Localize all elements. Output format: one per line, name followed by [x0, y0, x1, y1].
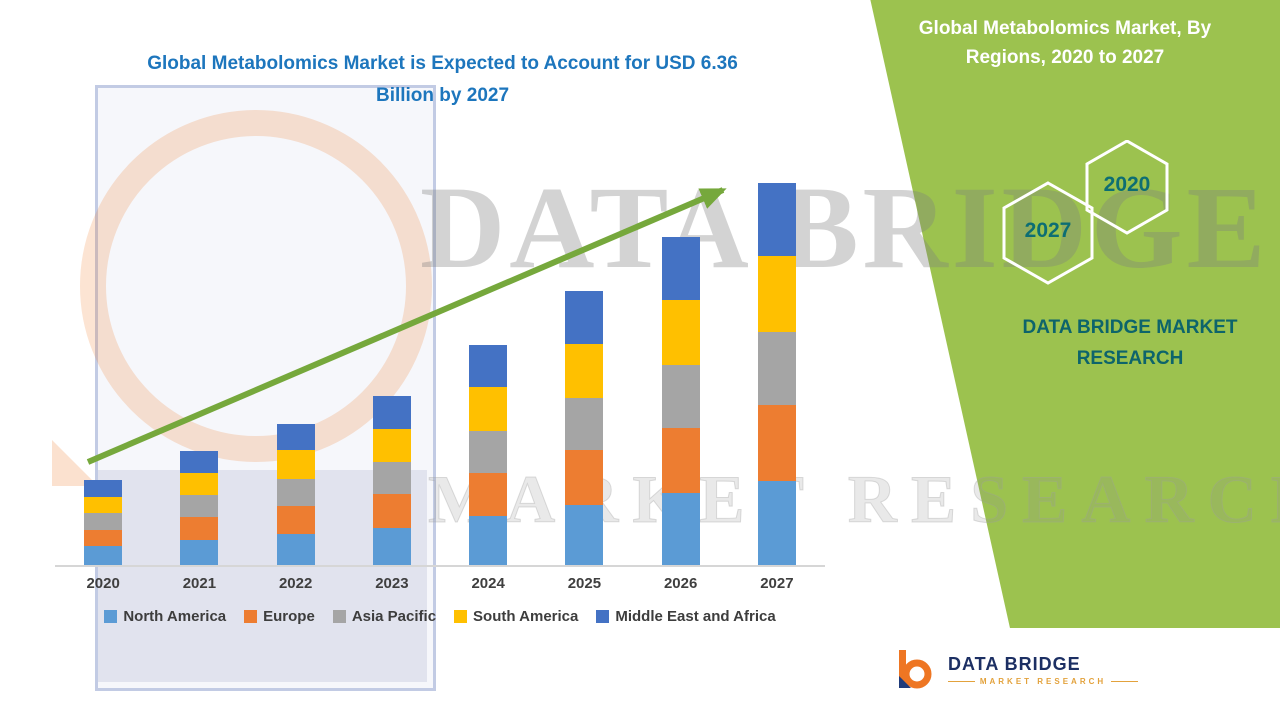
bar-segment	[469, 386, 508, 431]
bar-segment	[565, 398, 604, 451]
bar-segment	[276, 505, 315, 534]
hexagon-badges	[1002, 140, 1169, 285]
hexagon-2027	[1002, 181, 1094, 285]
bar-segment	[180, 517, 219, 540]
brand-name-text: DATA BRIDGE MARKET RESEARCH	[1022, 317, 1238, 370]
legend-label: Asia Pacific	[351, 608, 437, 625]
bar-column-2024	[440, 182, 536, 565]
x-axis-label: 2024	[471, 575, 505, 592]
chart-legend: North America Europe Asia Pacific South Ame…	[55, 608, 825, 625]
bar-segment	[469, 345, 508, 387]
bar-column-2020	[55, 182, 151, 565]
bar-segment	[372, 494, 411, 528]
bar-segment	[180, 472, 219, 496]
bar-segment	[757, 256, 796, 333]
x-axis-label: 2023	[375, 575, 409, 592]
bar-segment	[276, 533, 315, 565]
bar-column-2025	[536, 182, 632, 565]
bar-segment	[84, 546, 123, 565]
databridge-logo: DATA BRIDGE MARKET RESEARCH	[890, 638, 1170, 702]
legend-label: Middle East and Africa	[615, 608, 776, 625]
databridge-logo-icon	[899, 650, 932, 689]
bar-segment	[469, 472, 508, 517]
logo-panel	[875, 628, 1280, 720]
legend-swatch	[104, 610, 118, 623]
bar-segment	[84, 513, 123, 530]
plot-area	[55, 182, 825, 567]
x-axis-label: 2025	[567, 575, 602, 592]
bar-segment	[757, 404, 796, 481]
legend-item: South America	[454, 608, 578, 625]
bar-segment	[84, 480, 123, 497]
x-axis-label: 2021	[182, 575, 217, 592]
bar-segment	[565, 450, 604, 505]
legend-swatch	[596, 610, 610, 623]
databridge-logo-text: DATA BRIDGE MARKET RESEARCH	[948, 654, 1138, 686]
x-axis-label: 2027	[760, 575, 794, 592]
legend-label: Europe	[263, 608, 315, 625]
bar-segment	[372, 396, 411, 429]
legend-label: North America	[123, 608, 227, 625]
bar-segment	[565, 291, 604, 344]
x-axis-label: 2026	[663, 575, 698, 592]
bar-segment	[276, 424, 315, 451]
legend-item: North America	[104, 608, 226, 625]
bar-segment	[372, 527, 411, 565]
bar-column-2027	[729, 182, 825, 565]
bar-segment	[276, 478, 315, 506]
legend-swatch	[244, 610, 258, 623]
bar-segment	[180, 451, 219, 473]
bar-segment	[757, 481, 796, 565]
bar-segment	[84, 496, 123, 514]
x-axis-label: 2022	[278, 575, 313, 592]
x-axis: 2020 2021 2022 2023 2024 2025 2026 2027	[55, 575, 825, 592]
databridge-logo-tagline: MARKET RESEARCH	[948, 677, 1138, 686]
x-axis-label: 2020	[86, 575, 120, 592]
bar-segment	[661, 365, 700, 428]
bar-segment	[661, 493, 700, 565]
hexagon-2020	[1085, 140, 1169, 235]
bar-segment	[372, 462, 411, 495]
hexagon-year-2020: 2020	[1103, 173, 1151, 196]
bar-segment	[180, 495, 219, 518]
bar-segment	[757, 183, 796, 257]
bar-segment	[565, 343, 604, 399]
bar-segment	[661, 299, 700, 366]
stacked-bar-chart: 2020 2021 2022 2023 2024 2025 2026 2027 North A…	[55, 182, 825, 625]
bar-segment	[469, 516, 508, 565]
bar-column-2023	[344, 182, 440, 565]
bar-segment	[372, 428, 411, 463]
bar-segment	[565, 505, 604, 565]
bar-segment	[84, 529, 123, 547]
legend-swatch	[332, 610, 346, 623]
chart-title: Global Metabolomics Market is Expected t…	[147, 53, 738, 107]
bar-column-2026	[633, 182, 729, 565]
hexagon-year-2027: 2027	[1024, 219, 1072, 242]
legend-item: Europe	[244, 608, 315, 625]
bar-segment	[276, 450, 315, 479]
bar-segment	[661, 237, 700, 300]
databridge-logo-name: DATA BRIDGE	[948, 654, 1081, 674]
bar-segment	[180, 539, 219, 565]
legend-swatch	[454, 610, 468, 623]
legend-item: Asia Pacific	[332, 608, 437, 625]
bar-column-2021	[151, 182, 247, 565]
bar-segment	[661, 427, 700, 493]
side-panel-title: Global Metabolomics Market, By Regions, …	[918, 18, 1212, 69]
bar-segment	[757, 332, 796, 405]
bar-segment	[469, 430, 508, 473]
legend-label: South America	[473, 608, 579, 625]
bar-column-2022	[248, 182, 344, 565]
legend-item: Middle East and Africa	[596, 608, 776, 625]
